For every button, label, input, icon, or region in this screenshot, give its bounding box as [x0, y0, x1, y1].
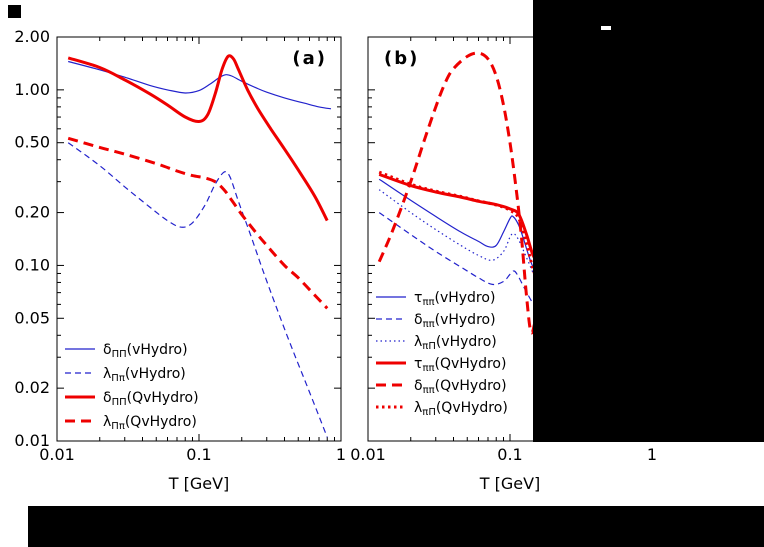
legend-label-delta_pipi_QvHydro: δππ(QvHydro) — [414, 378, 507, 396]
x-tick-label: 0.01 — [350, 445, 386, 464]
x-tick-label: 0.1 — [497, 445, 522, 464]
x-tick-label: 0.01 — [39, 445, 75, 464]
x-tick-label: 0.1 — [186, 445, 211, 464]
legend-label-delta_PiPi_QvHydro: δΠΠ(QvHydro) — [103, 390, 199, 408]
y-tick-label: 0.50 — [14, 133, 50, 152]
panel-a: 0.01 0.1 1 2.00 1.00 0.50 0.20 0.10 0.05 0.02 0.01… — [14, 27, 346, 493]
legend-label-delta_pipi_vHydro: δππ(vHydro) — [414, 312, 496, 330]
x-axis-label: T [GeV] — [168, 474, 230, 493]
series-lambda_Pipi_QvHydro — [67, 136, 329, 310]
y-tick-label: 0.01 — [14, 431, 50, 450]
legend-label-tau_pipi_QvHydro: τππ(QvHydro) — [414, 356, 506, 374]
legend-label-tau_pipi_vHydro: τππ(vHydro) — [414, 290, 495, 308]
panel-tag: (b) — [384, 48, 419, 69]
y-tick-label: 0.20 — [14, 203, 50, 222]
axis-frame — [56, 36, 342, 442]
legend-label-lambda_Pipi_vHydro: λΠπ(vHydro) — [103, 366, 186, 384]
legend-label-lambda_piPi_QvHydro: λπΠ(QvHydro) — [414, 400, 508, 418]
series-delta_PiPi_vHydro — [68, 60, 332, 110]
occlusions — [8, 0, 764, 547]
y-tick-label: 0.02 — [14, 378, 50, 397]
x-tick-label: 1 — [647, 445, 657, 464]
panel-b: 0.01 0.1 1 T [GeV] (b) τππ(vHydro) δππ(vHydro)… — [350, 36, 657, 493]
series-delta_PiPi_QvHydro — [67, 54, 329, 222]
series-lambda_Pipi_vHydro — [67, 142, 328, 438]
legend-label-lambda_piPi_vHydro: λπΠ(vHydro) — [414, 334, 497, 352]
series-delta_pipi_QvHydro — [377, 51, 545, 335]
occlusion-bottom-bar — [28, 506, 764, 547]
legend-label-lambda_Pipi_QvHydro: λΠπ(QvHydro) — [103, 414, 197, 432]
series-lambda_piPi_vHydro — [378, 189, 544, 291]
white-dash-artifact — [601, 26, 611, 30]
panel-tag: (a) — [292, 48, 327, 69]
x-axis-label: T [GeV] — [479, 474, 541, 493]
x-tick-label: 1 — [336, 445, 346, 464]
occlusion-top-left-square — [8, 5, 21, 18]
y-tick-label: 2.00 — [14, 27, 50, 46]
y-tick-label: 0.05 — [14, 308, 50, 327]
occlusion-right-panel — [533, 0, 764, 442]
chart-content: 0.01 0.1 1 2.00 1.00 0.50 0.20 0.10 0.05 0.02 0.01… — [14, 27, 657, 493]
legend-label-delta_PiPi_vHydro: δΠΠ(vHydro) — [103, 342, 188, 360]
y-tick-label: 1.00 — [14, 80, 50, 99]
y-tick-label: 0.10 — [14, 255, 50, 274]
